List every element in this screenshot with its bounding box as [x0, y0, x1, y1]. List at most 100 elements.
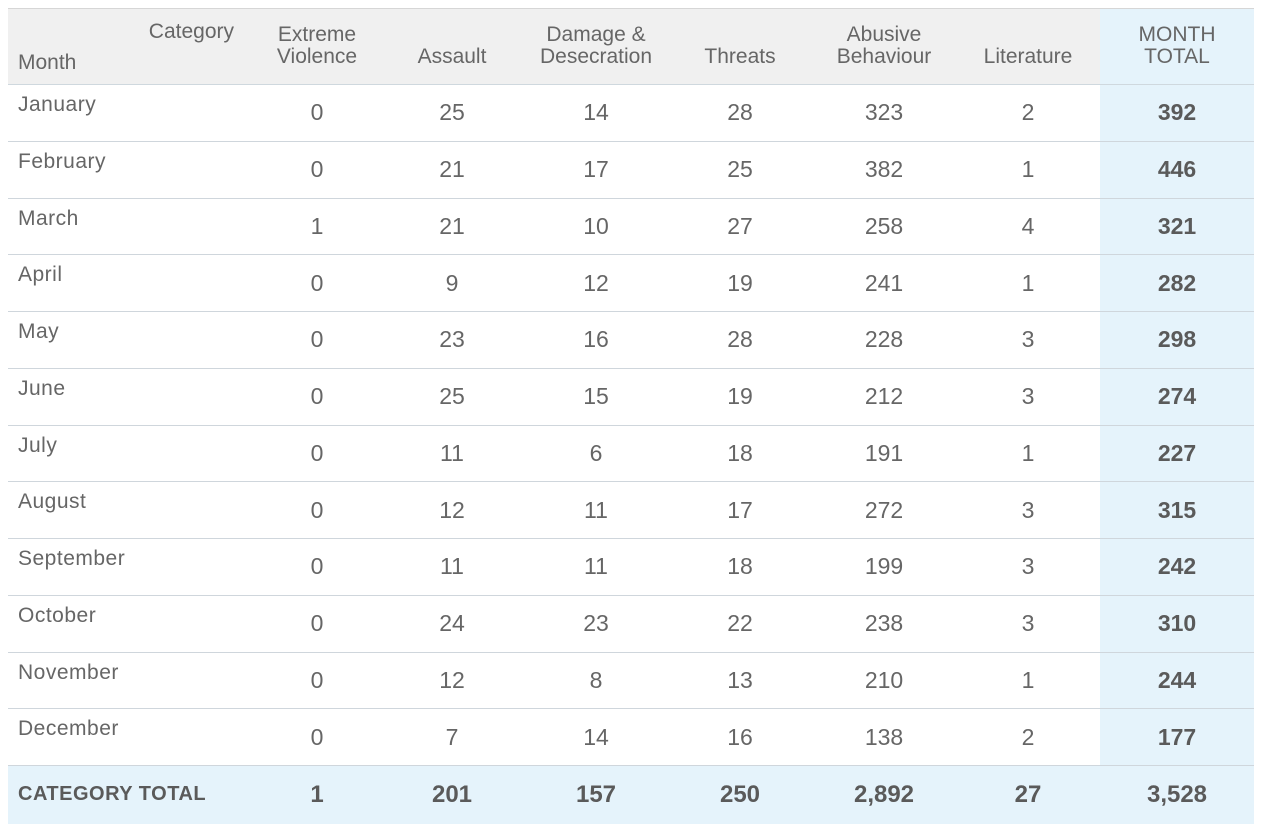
- table-row: January 0 25 14 28 323 2 392: [8, 84, 1254, 142]
- value-cell: 23: [524, 595, 668, 653]
- value-cell: 0: [254, 652, 380, 710]
- total-cell: 1: [310, 780, 324, 808]
- month-total-cell: 282: [1100, 254, 1254, 312]
- value-cell: 18: [668, 538, 812, 596]
- value-cell: 9: [380, 254, 524, 312]
- value-cell: 28: [668, 84, 812, 142]
- value-cell: 210: [812, 652, 956, 710]
- table-row: February 0 21 17 25 382 1 446: [8, 141, 1254, 199]
- month-total-cell: 310: [1100, 595, 1254, 653]
- month-total-cell: 392: [1100, 84, 1254, 142]
- value-cell: 2: [956, 708, 1100, 766]
- value-cell: 19: [668, 254, 812, 312]
- month-cell: October: [8, 595, 254, 653]
- column-header-assault: Assault: [380, 8, 524, 85]
- value-cell: 0: [254, 254, 380, 312]
- value-cell: 21: [380, 141, 524, 199]
- value-cell: 10: [524, 198, 668, 256]
- value-cell: 238: [812, 595, 956, 653]
- value-cell: 23: [380, 311, 524, 369]
- table-body: January 0 25 14 28 323 2 392 February 0 21 17 25 382 1…: [8, 84, 1254, 766]
- value-cell: 0: [254, 595, 380, 653]
- value-cell: 12: [380, 652, 524, 710]
- month-total-cell: 244: [1100, 652, 1254, 710]
- value-cell: 27: [668, 198, 812, 256]
- table-row: June 0 25 15 19 212 3 274: [8, 368, 1254, 426]
- value-cell: 382: [812, 141, 956, 199]
- total-cell: 157: [575, 780, 617, 808]
- value-cell: 1: [956, 425, 1100, 483]
- value-cell: 21: [380, 198, 524, 256]
- month-cell: September: [8, 538, 254, 596]
- month-cell: April: [8, 254, 254, 312]
- value-cell: 1: [956, 652, 1100, 710]
- table-row: April 0 9 12 19 241 1 282: [8, 254, 1254, 312]
- value-cell: 0: [254, 141, 380, 199]
- corner-header-cell: Category Month: [8, 8, 254, 85]
- value-cell: 1: [254, 198, 380, 256]
- value-cell: 3: [956, 538, 1100, 596]
- value-cell: 0: [254, 311, 380, 369]
- incident-table: Category Month Extreme Violence Assault …: [8, 8, 1254, 824]
- month-total-cell: 315: [1100, 481, 1254, 539]
- value-cell: 17: [524, 141, 668, 199]
- total-cell: 250: [719, 780, 761, 808]
- value-cell: 7: [380, 708, 524, 766]
- value-cell: 4: [956, 198, 1100, 256]
- total-cell: 2,892: [853, 780, 915, 808]
- column-header-abusive-behaviour: Abusive Behaviour: [812, 8, 956, 85]
- month-cell: December: [8, 708, 254, 766]
- value-cell: 323: [812, 84, 956, 142]
- corner-month-label: Month: [18, 51, 77, 74]
- value-cell: 28: [668, 311, 812, 369]
- value-cell: 3: [956, 368, 1100, 426]
- column-header-threats: Threats: [668, 8, 812, 85]
- table-header: Category Month Extreme Violence Assault …: [8, 8, 1254, 85]
- month-total-cell: 274: [1100, 368, 1254, 426]
- category-total-row: CATEGORY TOTAL 1 201 157 250 2,892 27 3,…: [8, 765, 1254, 824]
- value-cell: 18: [668, 425, 812, 483]
- month-cell: March: [8, 198, 254, 256]
- category-total-label: CATEGORY TOTAL: [18, 783, 207, 806]
- table-row: July 0 11 6 18 191 1 227: [8, 425, 1254, 483]
- table-row: May 0 23 16 28 228 3 298: [8, 311, 1254, 369]
- value-cell: 0: [254, 368, 380, 426]
- incident-table-container: Category Month Extreme Violence Assault …: [8, 8, 1254, 824]
- value-cell: 11: [380, 538, 524, 596]
- table-row: December 0 7 14 16 138 2 177: [8, 708, 1254, 766]
- value-cell: 0: [254, 84, 380, 142]
- table-footer: CATEGORY TOTAL 1 201 157 250 2,892 27 3,…: [8, 765, 1254, 824]
- value-cell: 0: [254, 481, 380, 539]
- column-header-damage-desecration: Damage & Desecration: [524, 8, 668, 85]
- column-header-month-total: MONTH TOTAL: [1100, 8, 1254, 85]
- value-cell: 12: [524, 254, 668, 312]
- value-cell: 25: [380, 368, 524, 426]
- value-cell: 14: [524, 84, 668, 142]
- value-cell: 25: [668, 141, 812, 199]
- month-total-cell: 227: [1100, 425, 1254, 483]
- column-header-literature: Literature: [956, 8, 1100, 85]
- value-cell: 6: [524, 425, 668, 483]
- value-cell: 12: [380, 481, 524, 539]
- value-cell: 11: [380, 425, 524, 483]
- value-cell: 199: [812, 538, 956, 596]
- table-row: August 0 12 11 17 272 3 315: [8, 481, 1254, 539]
- value-cell: 16: [668, 708, 812, 766]
- month-total-cell: 298: [1100, 311, 1254, 369]
- value-cell: 19: [668, 368, 812, 426]
- table-row: November 0 12 8 13 210 1 244: [8, 652, 1254, 710]
- value-cell: 15: [524, 368, 668, 426]
- value-cell: 24: [380, 595, 524, 653]
- value-cell: 22: [668, 595, 812, 653]
- value-cell: 0: [254, 708, 380, 766]
- total-cell: 27: [1014, 780, 1042, 808]
- table-row: March 1 21 10 27 258 4 321: [8, 198, 1254, 256]
- header-row: Category Month Extreme Violence Assault …: [8, 8, 1254, 85]
- month-total-cell: 242: [1100, 538, 1254, 596]
- value-cell: 16: [524, 311, 668, 369]
- month-cell: February: [8, 141, 254, 199]
- column-header-extreme-violence: Extreme Violence: [254, 8, 380, 85]
- value-cell: 191: [812, 425, 956, 483]
- value-cell: 1: [956, 141, 1100, 199]
- value-cell: 1: [956, 254, 1100, 312]
